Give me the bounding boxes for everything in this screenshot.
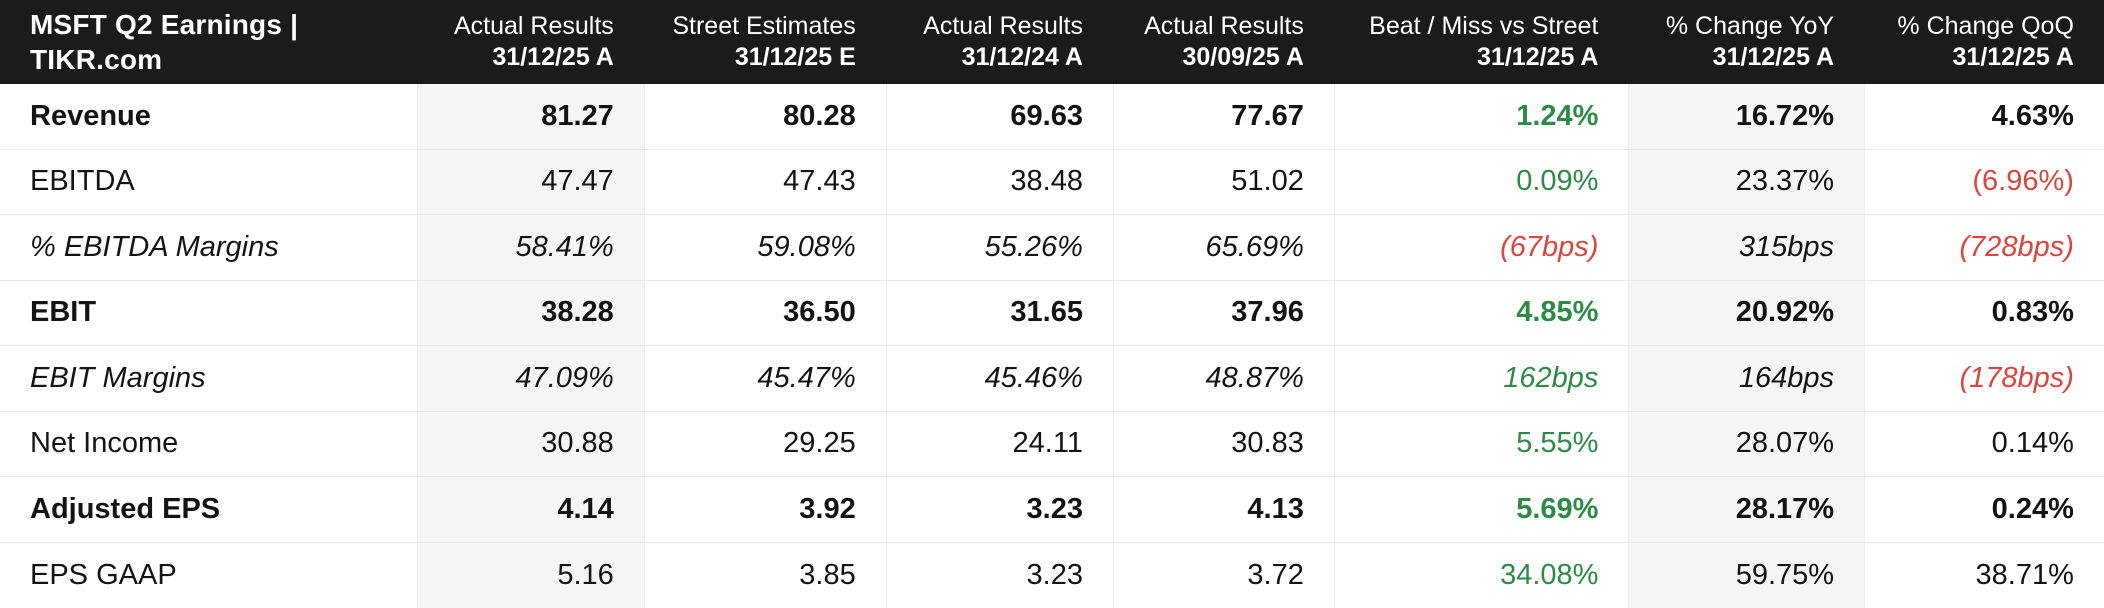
row-label: EBITDA bbox=[30, 165, 135, 198]
cell-value: 0.83% bbox=[1864, 280, 2104, 345]
cell-value: 3.23 bbox=[885, 477, 1113, 542]
cell-value: 4.14 bbox=[416, 477, 644, 542]
cell-value: 34.08% bbox=[1333, 542, 1629, 608]
column-header-change-yoy: % Change YoY 31/12/25 A bbox=[1628, 0, 1864, 84]
row-label: Adjusted EPS bbox=[30, 492, 221, 525]
table-title-cell: MSFT Q2 Earnings | TIKR.com bbox=[0, 0, 417, 84]
column-date: 31/12/25 A bbox=[1712, 43, 1835, 71]
row-label: Net Income bbox=[30, 427, 179, 460]
column-header-beat-miss: Beat / Miss vs Street 31/12/25 A bbox=[1334, 0, 1629, 84]
cell-value: (67bps) bbox=[1333, 215, 1629, 280]
cell-value: 47.47 bbox=[416, 149, 644, 214]
cell-value: 5.55% bbox=[1333, 411, 1629, 476]
cell-value: 59.75% bbox=[1628, 542, 1865, 608]
table-row-ebit-margins: EBIT Margins 47.09% 45.47% 45.46% 48.87%… bbox=[0, 346, 2104, 412]
column-header-actual-1: Actual Results 31/12/25 A bbox=[417, 0, 644, 84]
cell-value: 47.43 bbox=[643, 149, 886, 214]
cell-value: 80.28 bbox=[643, 84, 886, 149]
cell-value: 24.11 bbox=[885, 411, 1113, 476]
row-label: % EBITDA Margins bbox=[30, 230, 279, 263]
cell-value: 31.65 bbox=[885, 280, 1113, 345]
cell-value: 5.69% bbox=[1333, 477, 1629, 542]
cell-value: 36.50 bbox=[643, 280, 886, 345]
cell-value: 58.41% bbox=[416, 215, 644, 280]
table-row-ebitda: EBITDA 47.47 47.43 38.48 51.02 0.09% 23.… bbox=[0, 149, 2104, 215]
row-label: EBIT Margins bbox=[30, 361, 206, 394]
cell-value: (178bps) bbox=[1864, 346, 2104, 411]
cell-value: 5.16 bbox=[416, 542, 644, 608]
cell-value: 315bps bbox=[1628, 215, 1865, 280]
table-row-ebitda-margins: % EBITDA Margins 58.41% 59.08% 55.26% 65… bbox=[0, 215, 2104, 281]
cell-value: 51.02 bbox=[1112, 149, 1334, 214]
cell-value: 4.13 bbox=[1112, 477, 1334, 542]
cell-value: 3.92 bbox=[643, 477, 886, 542]
cell-value: 162bps bbox=[1333, 346, 1629, 411]
cell-value: 29.25 bbox=[643, 411, 886, 476]
cell-value: (728bps) bbox=[1864, 215, 2104, 280]
cell-value: 4.85% bbox=[1333, 280, 1629, 345]
cell-value: 16.72% bbox=[1628, 84, 1865, 149]
page-title: MSFT Q2 Earnings | TIKR.com bbox=[30, 9, 299, 75]
column-header-actual-3: Actual Results 30/09/25 A bbox=[1113, 0, 1334, 84]
column-date: 31/12/25 A bbox=[492, 43, 614, 71]
column-label: Actual Results bbox=[1144, 11, 1304, 40]
cell-value: 81.27 bbox=[416, 84, 644, 149]
table-row-eps-gaap: EPS GAAP 5.16 3.85 3.23 3.72 34.08% 59.7… bbox=[0, 542, 2104, 608]
cell-value: 1.24% bbox=[1333, 84, 1629, 149]
column-date: 31/12/25 A bbox=[1952, 43, 2074, 71]
cell-value: 3.72 bbox=[1112, 542, 1334, 608]
table-header-row: MSFT Q2 Earnings | TIKR.com Actual Resul… bbox=[0, 0, 2104, 84]
cell-value: 28.17% bbox=[1628, 477, 1865, 542]
cell-value: 77.67 bbox=[1112, 84, 1334, 149]
cell-value: 59.08% bbox=[643, 215, 886, 280]
cell-value: 28.07% bbox=[1628, 411, 1865, 476]
cell-value: 4.63% bbox=[1864, 84, 2104, 149]
cell-value: 30.88 bbox=[416, 411, 644, 476]
cell-value: 69.63 bbox=[885, 84, 1113, 149]
cell-value: 23.37% bbox=[1628, 149, 1865, 214]
cell-value: 30.83 bbox=[1112, 411, 1334, 476]
column-label: % Change YoY bbox=[1665, 11, 1835, 40]
cell-value: 45.47% bbox=[643, 346, 886, 411]
row-label: EPS GAAP bbox=[30, 558, 177, 591]
column-header-change-qoq: % Change QoQ 31/12/25 A bbox=[1864, 0, 2104, 84]
table-row-adjusted-eps: Adjusted EPS 4.14 3.92 3.23 4.13 5.69% 2… bbox=[0, 477, 2104, 543]
cell-value: (6.96%) bbox=[1864, 149, 2104, 214]
cell-value: 55.26% bbox=[885, 215, 1113, 280]
cell-value: 45.46% bbox=[885, 346, 1113, 411]
cell-value: 0.24% bbox=[1864, 477, 2104, 542]
cell-value: 0.14% bbox=[1864, 411, 2104, 476]
row-label: Revenue bbox=[30, 99, 151, 132]
table-row-net-income: Net Income 30.88 29.25 24.11 30.83 5.55%… bbox=[0, 411, 2104, 477]
column-label: Actual Results bbox=[923, 11, 1083, 40]
column-header-actual-2: Actual Results 31/12/24 A bbox=[886, 0, 1113, 84]
cell-value: 3.23 bbox=[885, 542, 1113, 608]
row-label: EBIT bbox=[30, 296, 97, 329]
column-date: 31/12/25 A bbox=[1477, 43, 1599, 71]
column-label: Street Estimates bbox=[672, 11, 856, 40]
cell-value: 37.96 bbox=[1112, 280, 1334, 345]
column-date: 30/09/25 A bbox=[1182, 43, 1304, 71]
cell-value: 0.09% bbox=[1333, 149, 1629, 214]
column-label: % Change QoQ bbox=[1897, 11, 2074, 40]
column-date: 31/12/25 E bbox=[734, 43, 856, 71]
cell-value: 164bps bbox=[1628, 346, 1865, 411]
table-row-revenue: Revenue 81.27 80.28 69.63 77.67 1.24% 16… bbox=[0, 84, 2104, 150]
column-header-street-estimates: Street Estimates 31/12/25 E bbox=[644, 0, 886, 84]
cell-value: 38.28 bbox=[416, 280, 644, 345]
cell-value: 38.48 bbox=[885, 149, 1113, 214]
column-label: Actual Results bbox=[454, 11, 614, 40]
cell-value: 38.71% bbox=[1864, 542, 2104, 608]
cell-value: 65.69% bbox=[1112, 215, 1334, 280]
cell-value: 48.87% bbox=[1112, 346, 1334, 411]
table-row-ebit: EBIT 38.28 36.50 31.65 37.96 4.85% 20.92… bbox=[0, 280, 2104, 346]
cell-value: 20.92% bbox=[1628, 280, 1865, 345]
cell-value: 47.09% bbox=[416, 346, 644, 411]
cell-value: 3.85 bbox=[643, 542, 886, 608]
column-date: 31/12/24 A bbox=[961, 43, 1083, 71]
column-label: Beat / Miss vs Street bbox=[1369, 11, 1599, 40]
